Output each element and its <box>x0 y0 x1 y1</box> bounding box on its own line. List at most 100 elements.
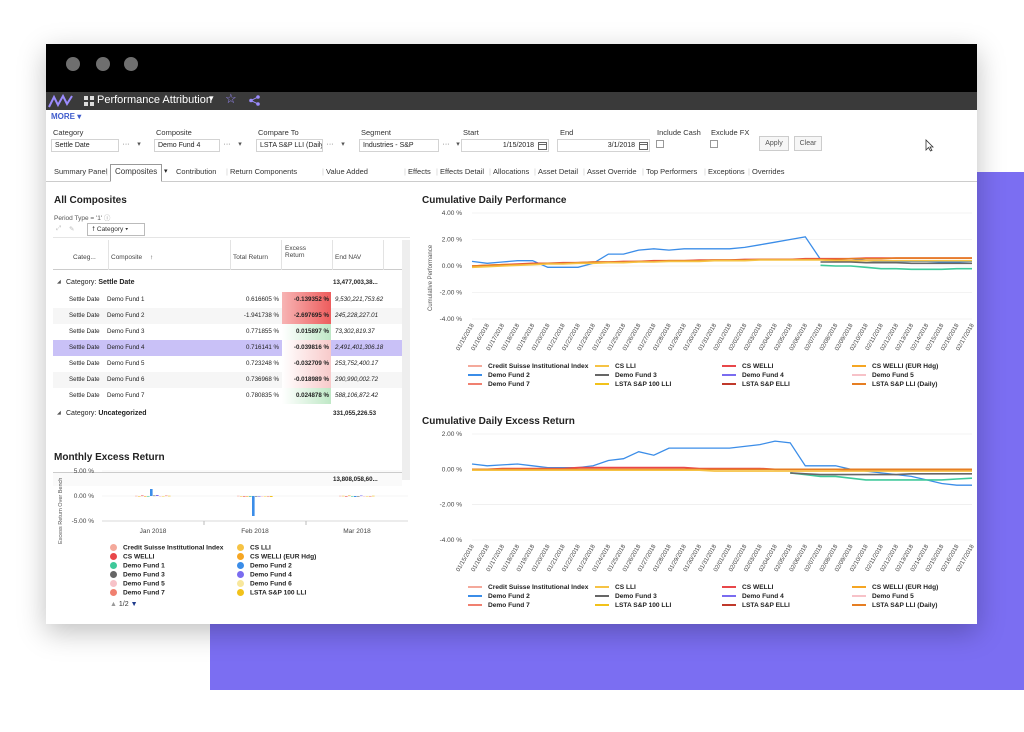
legend-item[interactable]: CS WELLI (EUR Hdg) <box>237 553 316 560</box>
more-menu[interactable]: MORE ▾ <box>51 112 82 121</box>
column-header[interactable]: Total Return <box>233 254 269 261</box>
tab-allocations[interactable]: Allocations <box>493 167 530 176</box>
legend-item[interactable]: Demo Fund 7 <box>110 589 165 596</box>
edit-icon[interactable]: ✎ <box>69 226 75 233</box>
legend-item[interactable]: CS WELLI <box>110 553 155 560</box>
more-options-icon[interactable]: ··· <box>326 141 334 148</box>
page-up-icon[interactable]: ▲ <box>110 601 117 608</box>
table-row[interactable]: Settle Date Demo Fund 6 0.736968 % -0.01898… <box>53 372 402 388</box>
legend-item[interactable]: Demo Fund 4 <box>722 372 784 379</box>
column-header[interactable]: Composite <box>111 254 143 261</box>
share-icon[interactable] <box>249 95 260 106</box>
legend-item[interactable]: LSTA S&P 100 LLI <box>237 589 306 596</box>
apply-button[interactable]: Apply <box>759 136 789 151</box>
chevron-down-icon[interactable]: ▾ <box>209 93 214 103</box>
sort-ascending-icon[interactable]: ↑ <box>150 254 154 261</box>
legend-item[interactable]: LSTA S&P LLI (Daily) <box>852 602 937 609</box>
legend-item[interactable]: Credit Suisse Institutional Index <box>468 363 588 370</box>
group-row[interactable]: ◢ Category: Uncategorized 331,055,226.53 <box>53 406 402 422</box>
segment-select[interactable]: Industries - S&P <box>359 139 439 152</box>
tab-return-components[interactable]: Return Components <box>230 167 298 176</box>
column-header[interactable]: Categ... <box>73 254 96 261</box>
compare-to-select[interactable]: LSTA S&P LLI (Daily) <box>256 139 323 152</box>
exclude-fx-checkbox[interactable] <box>710 140 718 148</box>
table-row[interactable]: Settle Date Demo Fund 4 0.716141 % -0.03981… <box>53 340 402 356</box>
column-header[interactable]: End NAV <box>335 254 362 261</box>
start-date-input[interactable]: 1/15/2018 <box>461 139 549 152</box>
legend-item[interactable]: Demo Fund 2 <box>237 562 292 569</box>
collapse-icon[interactable]: ◢ <box>57 410 61 416</box>
dropdown-arrow-icon[interactable]: ▾ <box>341 141 345 148</box>
legend-pager[interactable]: ▲ 1/2 ▼ <box>110 601 138 608</box>
legend-item[interactable]: LSTA S&P 100 LLI <box>595 381 671 388</box>
dropdown-arrow-icon[interactable]: ▾ <box>456 141 460 148</box>
tab-contribution[interactable]: Contribution <box>176 167 217 176</box>
legend-item[interactable]: Demo Fund 5 <box>852 372 914 379</box>
column-header[interactable]: Excess Return <box>285 245 306 259</box>
legend-item[interactable]: Demo Fund 5 <box>852 593 914 600</box>
legend-item[interactable]: Demo Fund 7 <box>468 602 530 609</box>
legend-item[interactable]: LSTA S&P 100 LLI <box>595 602 671 609</box>
table-row[interactable]: Settle Date Demo Fund 7 0.780835 % 0.024878… <box>53 388 402 404</box>
favorite-star-icon[interactable]: ☆ <box>225 91 237 106</box>
table-row[interactable]: Settle Date Demo Fund 2 -1.941738 % -2.6976… <box>53 308 402 324</box>
legend-item[interactable]: CS LLI <box>595 584 636 591</box>
more-options-icon[interactable]: ··· <box>223 141 231 148</box>
legend-item[interactable]: Demo Fund 1 <box>110 562 165 569</box>
legend-item[interactable]: CS WELLI <box>722 584 774 591</box>
page-down-icon[interactable]: ▼ <box>130 601 138 608</box>
calendar-icon[interactable] <box>538 141 547 150</box>
more-options-icon[interactable]: ··· <box>442 141 450 148</box>
more-options-icon[interactable]: ··· <box>122 141 130 148</box>
table-row[interactable]: Settle Date Demo Fund 3 0.771855 % 0.015897… <box>53 324 402 340</box>
end-date-input[interactable]: 3/1/2018 <box>557 139 650 152</box>
clear-button[interactable]: Clear <box>794 136 822 151</box>
window-close-dot[interactable] <box>66 57 80 71</box>
tab-top-performers[interactable]: Top Performers <box>646 167 698 176</box>
tab-exceptions[interactable]: Exceptions <box>708 167 745 176</box>
legend-item[interactable]: CS LLI <box>595 363 636 370</box>
apps-grid-icon[interactable] <box>84 96 94 106</box>
calendar-icon[interactable] <box>639 141 648 150</box>
group-by-chip[interactable]: ⭡ Category ▾ <box>87 223 145 236</box>
dropdown-arrow-icon[interactable]: ▾ <box>238 141 242 148</box>
window-maximize-dot[interactable] <box>124 57 138 71</box>
tab-effects[interactable]: Effects <box>408 167 431 176</box>
tab-asset-detail[interactable]: Asset Detail <box>538 167 579 176</box>
legend-item[interactable]: CS WELLI <box>722 363 774 370</box>
legend-item[interactable]: LSTA S&P ELLI <box>722 602 790 609</box>
category-select[interactable]: Settle Date <box>51 139 119 152</box>
include-cash-checkbox[interactable] <box>656 140 664 148</box>
legend-item[interactable]: LSTA S&P LLI (Daily) <box>852 381 937 388</box>
app-title[interactable]: Performance Attribution <box>97 94 212 106</box>
legend-item[interactable]: CS WELLI (EUR Hdg) <box>852 363 938 370</box>
tab-effects-detail[interactable]: Effects Detail <box>440 167 485 176</box>
group-row[interactable]: ◢ Category: Settle Date 13,477,003,38... <box>53 275 402 291</box>
legend-item[interactable]: Demo Fund 4 <box>722 593 784 600</box>
dropdown-arrow-icon[interactable]: ▾ <box>137 141 141 148</box>
table-row[interactable]: Settle Date Demo Fund 5 0.723248 % -0.03270… <box>53 356 402 372</box>
expand-icon[interactable]: ⤢ <box>56 225 62 232</box>
tab-overrides[interactable]: Overrides <box>752 167 785 176</box>
legend-item[interactable]: Demo Fund 5 <box>110 580 165 587</box>
legend-item[interactable]: Demo Fund 2 <box>468 372 530 379</box>
collapse-icon[interactable]: ◢ <box>57 279 61 285</box>
legend-item[interactable]: Demo Fund 4 <box>237 571 292 578</box>
legend-item[interactable]: Credit Suisse Institutional Index <box>468 584 588 591</box>
legend-item[interactable]: Demo Fund 2 <box>468 593 530 600</box>
table-scrollbar[interactable] <box>402 240 410 480</box>
legend-item[interactable]: CS WELLI (EUR Hdg) <box>852 584 938 591</box>
tab-value-added[interactable]: Value Added <box>326 167 368 176</box>
legend-item[interactable]: Demo Fund 7 <box>468 381 530 388</box>
window-minimize-dot[interactable] <box>96 57 110 71</box>
tab-asset-override[interactable]: Asset Override <box>587 167 637 176</box>
legend-item[interactable]: Demo Fund 3 <box>595 372 657 379</box>
tab-composites[interactable]: Composites <box>110 164 163 182</box>
legend-item[interactable]: Demo Fund 3 <box>110 571 165 578</box>
table-row[interactable]: Settle Date Demo Fund 1 0.616605 % -0.13935… <box>53 292 402 308</box>
legend-item[interactable]: CS LLI <box>237 544 271 551</box>
tab-summary-panel[interactable]: Summary Panel <box>54 167 108 176</box>
legend-item[interactable]: Credit Suisse Institutional Index <box>110 544 223 551</box>
composite-select[interactable]: Demo Fund 4 <box>154 139 220 152</box>
legend-item[interactable]: Demo Fund 3 <box>595 593 657 600</box>
